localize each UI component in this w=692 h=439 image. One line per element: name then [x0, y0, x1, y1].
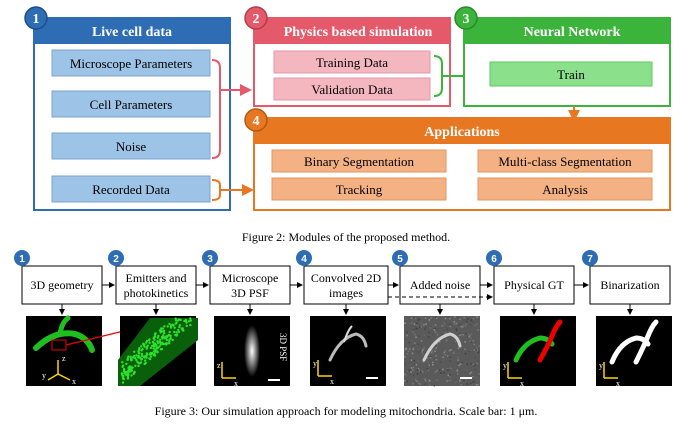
- svg-text:z: z: [217, 361, 221, 370]
- image-3d-geometry: z x y: [26, 315, 102, 386]
- image-convolved: y x: [310, 316, 386, 386]
- item-label: Train: [557, 67, 585, 82]
- svg-text:y: y: [599, 361, 603, 370]
- step-6: Physical GT: [493, 265, 575, 305]
- svg-text:1: 1: [33, 12, 40, 27]
- item-box: [51, 90, 211, 118]
- svg-text:Microscope: Microscope: [222, 271, 279, 285]
- item-label: Tracking: [336, 182, 383, 197]
- item-label: Validation Data: [311, 82, 392, 97]
- step-3: Microscope 3D PSF: [209, 265, 291, 305]
- step-2: Emitters and photokinetics: [115, 265, 197, 305]
- image-binarization: y x: [596, 316, 672, 388]
- item-label: Training Data: [316, 55, 388, 70]
- item-box: [271, 149, 447, 173]
- module-live-cell-data: Live cell data Microscope Parameters Cel…: [33, 17, 231, 211]
- svg-text:3: 3: [463, 12, 470, 27]
- svg-text:3D PSF: 3D PSF: [231, 286, 269, 300]
- badge-4: 4: [244, 108, 268, 132]
- step-4: Convolved 2D images: [303, 265, 389, 305]
- svg-text:x: x: [72, 377, 76, 386]
- item-box: [51, 132, 211, 160]
- svg-text:3D PSF: 3D PSF: [278, 333, 288, 361]
- module-physics-simulation: Physics based simulation Training Data V…: [253, 17, 451, 107]
- module-applications: Applications Binary Segmentation Multi-c…: [253, 117, 671, 211]
- item-label: Multi-class Segmentation: [498, 154, 632, 169]
- svg-text:6: 6: [491, 254, 497, 265]
- svg-text:2: 2: [253, 12, 260, 27]
- svg-text:y: y: [42, 371, 46, 380]
- svg-text:Added noise: Added noise: [410, 278, 470, 292]
- module-title: Live cell data: [92, 25, 172, 40]
- svg-text:2: 2: [113, 254, 119, 265]
- item-label: Recorded Data: [92, 182, 170, 197]
- svg-text:images: images: [329, 286, 363, 300]
- svg-text:x: x: [330, 377, 334, 386]
- svg-text:x: x: [616, 379, 620, 388]
- module-title: Applications: [424, 125, 500, 140]
- svg-text:4: 4: [253, 114, 260, 129]
- item-box: [51, 175, 211, 203]
- figure-2-caption: Figure 2: Modules of the proposed method…: [241, 230, 451, 244]
- item-label: Microscope Parameters: [70, 56, 192, 71]
- svg-text:z: z: [62, 354, 66, 363]
- figure-3-caption: Figure 3: Our simulation approach for mo…: [154, 404, 538, 418]
- svg-text:photokinetics: photokinetics: [124, 286, 189, 300]
- item-box: [273, 77, 431, 101]
- image-physical-gt: y x: [500, 316, 576, 388]
- image-psf: 3D PSF z x: [214, 316, 290, 388]
- item-box: [477, 149, 653, 173]
- badge-1: 1: [24, 6, 48, 30]
- svg-text:3D geometry: 3D geometry: [31, 278, 94, 292]
- item-box: [51, 49, 211, 77]
- module-neural-network: Neural Network Train: [463, 17, 671, 107]
- svg-text:Emitters and: Emitters and: [126, 271, 187, 285]
- module-title: Physics based simulation: [284, 25, 433, 40]
- badge-3: 3: [454, 6, 478, 30]
- item-label: Noise: [116, 139, 147, 154]
- bracket-red: [211, 59, 221, 159]
- image-emitters: [118, 316, 198, 386]
- svg-text:Convolved 2D: Convolved 2D: [311, 271, 382, 285]
- svg-text:3: 3: [207, 254, 213, 265]
- step-7: Binarization: [589, 265, 671, 305]
- svg-text:1: 1: [19, 254, 25, 265]
- module-title: Neural Network: [524, 25, 621, 40]
- step-1: 3D geometry: [21, 265, 103, 305]
- svg-text:Physical GT: Physical GT: [504, 278, 564, 292]
- image-noise: [404, 316, 480, 387]
- step-badges: 1 2 3 4 5 6 7: [14, 250, 598, 266]
- svg-text:y: y: [503, 361, 507, 370]
- item-box: [477, 177, 653, 201]
- svg-text:4: 4: [301, 254, 307, 265]
- svg-text:x: x: [520, 379, 524, 388]
- item-box: [271, 177, 447, 201]
- item-label: Analysis: [542, 182, 588, 197]
- item-box: [273, 50, 431, 74]
- item-label: Binary Segmentation: [304, 154, 415, 169]
- item-label: Cell Parameters: [90, 97, 173, 112]
- svg-text:5: 5: [397, 254, 403, 265]
- svg-text:Binarization: Binarization: [600, 278, 659, 292]
- step-5: Added noise: [399, 265, 481, 305]
- svg-text:7: 7: [587, 254, 593, 265]
- svg-text:y: y: [313, 359, 317, 368]
- badge-2: 2: [244, 6, 268, 30]
- figure-2-diagram: Live cell data Microscope Parameters Cel…: [24, 6, 671, 211]
- item-box: [489, 61, 653, 87]
- svg-text:x: x: [234, 379, 238, 388]
